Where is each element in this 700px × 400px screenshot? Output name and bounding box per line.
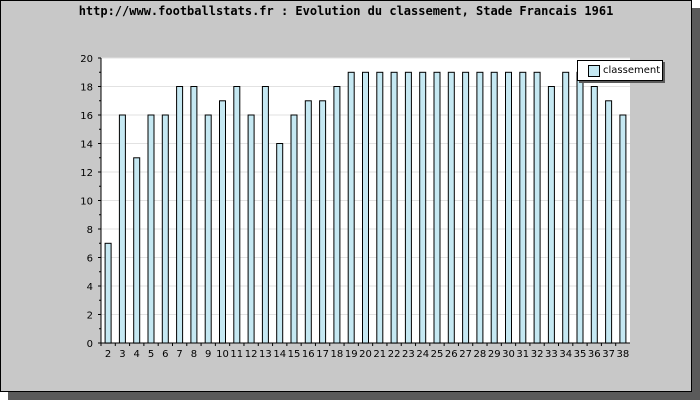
x-tick-label: 27 xyxy=(459,349,472,360)
x-tick-label: 3 xyxy=(119,349,125,360)
x-tick-label: 5 xyxy=(148,349,154,360)
x-tick-label: 11 xyxy=(230,349,243,360)
bar xyxy=(190,86,198,344)
x-tick-label: 19 xyxy=(345,349,358,360)
x-tick-label: 26 xyxy=(445,349,458,360)
x-tick-label: 35 xyxy=(574,349,587,360)
bar xyxy=(447,71,455,344)
bar xyxy=(333,86,341,344)
bar xyxy=(576,71,584,344)
bar xyxy=(433,71,441,344)
x-tick-label: 24 xyxy=(416,349,429,360)
frame-shadow-bottom xyxy=(8,392,700,400)
bar xyxy=(605,100,613,344)
x-tick-label: 23 xyxy=(402,349,415,360)
bar xyxy=(233,86,241,344)
x-tick-label: 7 xyxy=(176,349,182,360)
x-tick-label: 36 xyxy=(588,349,601,360)
bar xyxy=(390,71,398,344)
bar xyxy=(476,71,484,344)
legend-label: classement xyxy=(603,65,661,76)
bar xyxy=(376,71,384,344)
legend-swatch xyxy=(588,64,600,77)
x-tick-label: 14 xyxy=(273,349,286,360)
bar xyxy=(547,86,555,344)
x-tick-label: 16 xyxy=(302,349,315,360)
bar xyxy=(304,100,312,344)
x-tick-label: 34 xyxy=(559,349,572,360)
bar xyxy=(290,114,298,344)
x-tick-label: 10 xyxy=(216,349,229,360)
y-tick-label: 20 xyxy=(80,54,93,65)
bar xyxy=(261,86,269,344)
bar xyxy=(247,114,255,344)
x-tick-label: 18 xyxy=(331,349,344,360)
y-tick-label: 0 xyxy=(87,339,93,350)
bar xyxy=(104,242,112,344)
bar xyxy=(133,157,141,344)
bar xyxy=(590,86,598,344)
bar xyxy=(347,71,355,344)
y-tick-label: 12 xyxy=(80,168,93,179)
bar xyxy=(219,100,226,344)
y-tick-label: 16 xyxy=(80,111,93,122)
x-tick-label: 32 xyxy=(531,349,544,360)
x-tick-label: 33 xyxy=(545,349,558,360)
bar xyxy=(490,71,498,344)
bar xyxy=(533,71,541,344)
chart-title: http://www.footballstats.fr : Evolution … xyxy=(78,4,614,18)
bar xyxy=(319,100,327,344)
x-tick-label: 6 xyxy=(162,349,168,360)
x-tick-label: 9 xyxy=(205,349,211,360)
x-tick-label: 2 xyxy=(105,349,111,360)
x-tick-label: 13 xyxy=(259,349,272,360)
x-tick-label: 17 xyxy=(316,349,329,360)
x-tick-label: 31 xyxy=(516,349,529,360)
y-tick-label: 8 xyxy=(87,225,93,236)
bar xyxy=(519,71,527,344)
x-tick-label: 30 xyxy=(502,349,515,360)
bar xyxy=(404,71,412,344)
x-tick-label: 21 xyxy=(373,349,386,360)
bar xyxy=(619,114,627,344)
x-tick-label: 37 xyxy=(602,349,615,360)
x-tick-label: 28 xyxy=(474,349,487,360)
y-tick-label: 2 xyxy=(87,311,93,322)
x-tick-label: 29 xyxy=(488,349,501,360)
bar xyxy=(419,71,427,344)
frame-shadow-right xyxy=(692,8,700,400)
y-tick-label: 4 xyxy=(87,282,93,293)
y-tick-label: 10 xyxy=(80,197,93,208)
x-tick-label: 12 xyxy=(245,349,258,360)
bar xyxy=(147,114,155,344)
legend: classement xyxy=(577,60,663,81)
bar xyxy=(161,114,169,344)
bar xyxy=(276,143,284,344)
y-tick-label: 18 xyxy=(80,83,93,94)
x-tick-label: 25 xyxy=(431,349,444,360)
bar xyxy=(204,114,212,344)
axes xyxy=(98,57,630,346)
x-tick-label: 20 xyxy=(359,349,372,360)
bar xyxy=(462,71,470,344)
y-tick-labels: 0 2 4 6 8 10 12 14 16 18 20 xyxy=(80,54,93,350)
x-tick-label: 15 xyxy=(288,349,301,360)
bar xyxy=(362,71,369,344)
x-tick-labels: 2 3 4 5 6 7 8 9 10 11 12 13 14 15 16 17 18 19 20 21 22 23 24 25… xyxy=(105,349,629,360)
bar xyxy=(505,71,512,344)
x-tick-label: 8 xyxy=(191,349,197,360)
bar xyxy=(176,86,184,344)
bar xyxy=(562,71,570,344)
y-tick-label: 14 xyxy=(80,140,93,151)
x-tick-label: 4 xyxy=(134,349,140,360)
x-tick-label: 38 xyxy=(617,349,630,360)
y-tick-label: 6 xyxy=(87,254,93,265)
x-tick-label: 22 xyxy=(388,349,401,360)
bar xyxy=(118,114,126,344)
